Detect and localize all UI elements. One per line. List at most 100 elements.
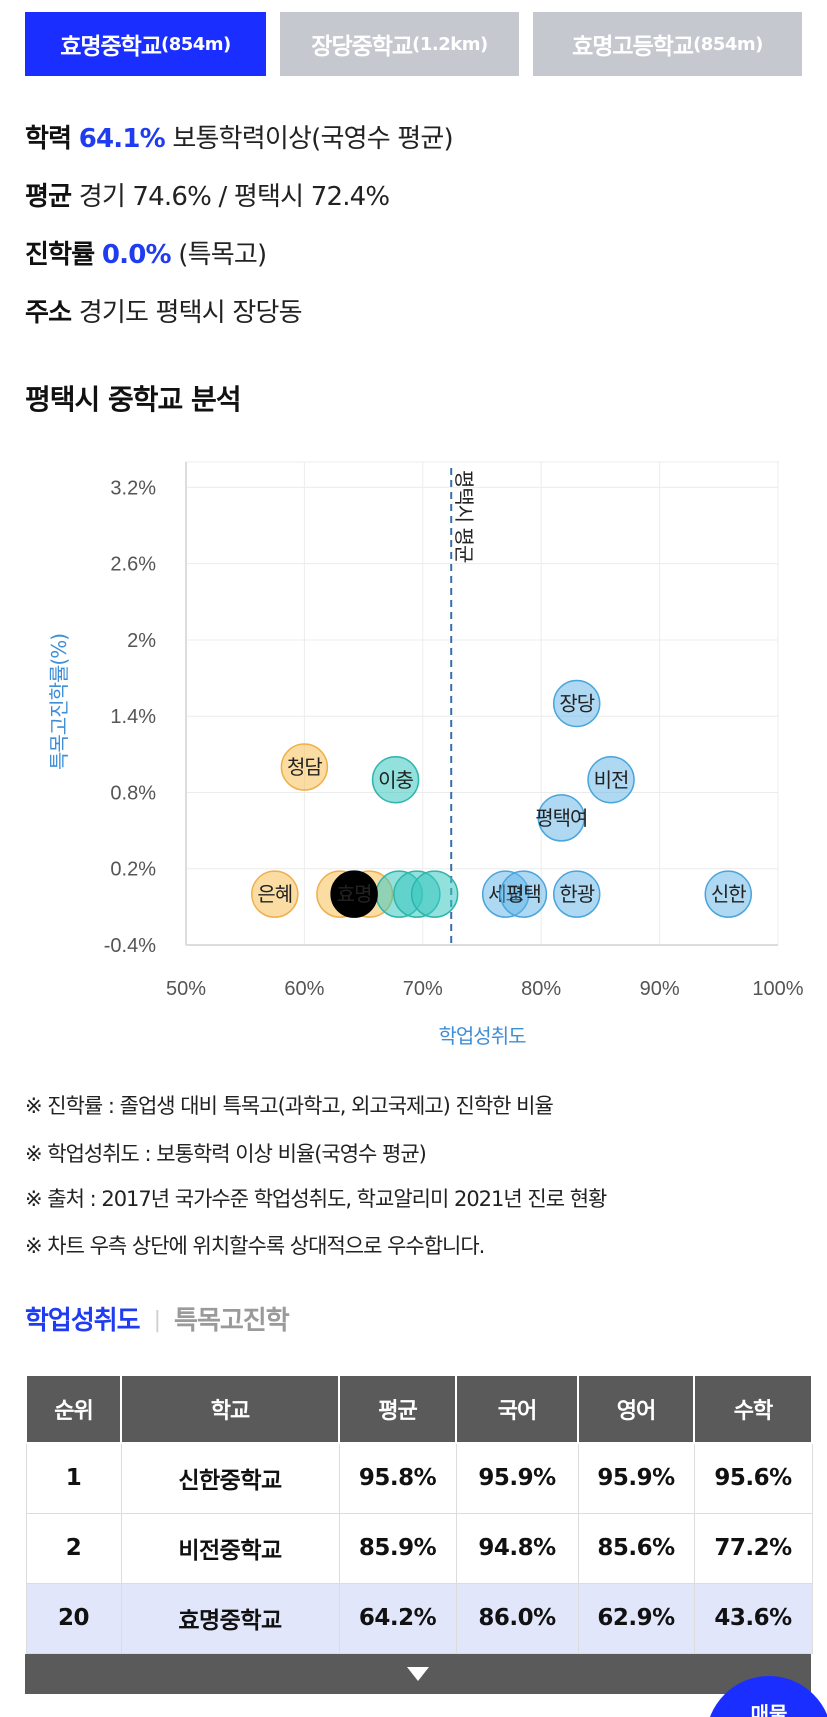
cell-korean: 94.8% bbox=[455, 1512, 579, 1584]
cell-english: 95.9% bbox=[577, 1442, 695, 1514]
chart-y-tick-label: 2% bbox=[127, 630, 156, 652]
cell-school: 효명중학교 bbox=[120, 1582, 340, 1654]
header-average: 평균 bbox=[338, 1374, 457, 1444]
info-address-value: 경기도 평택시 장당동 bbox=[78, 298, 303, 328]
expand-table-button[interactable] bbox=[25, 1654, 811, 1694]
chart-y-tick-label: 1.4% bbox=[110, 706, 156, 728]
note-chart-hint: ※ 차트 우측 상단에 위치할수록 상대적으로 우수합니다. bbox=[25, 1234, 485, 1258]
header-english: 영어 bbox=[577, 1374, 695, 1444]
cell-average: 95.8% bbox=[338, 1442, 457, 1514]
chart-y-tick-label: 2.6% bbox=[110, 554, 156, 576]
chart-point[interactable] bbox=[587, 756, 635, 804]
chart-point[interactable] bbox=[537, 794, 586, 842]
info-academic-suffix: 보통학력이상(국영수 평균) bbox=[172, 124, 453, 154]
info-average-label: 평균 bbox=[25, 182, 72, 212]
cell-average: 85.9% bbox=[338, 1512, 457, 1584]
chart-point[interactable] bbox=[280, 743, 329, 791]
cell-rank: 2 bbox=[25, 1512, 122, 1584]
info-address: 주소 경기도 평택시 장당동 bbox=[25, 292, 303, 329]
chart-x-tick-label: 90% bbox=[640, 978, 680, 1000]
chevron-down-icon bbox=[407, 1667, 429, 1681]
chart-point[interactable] bbox=[330, 870, 378, 918]
chart-x-tick-label: 50% bbox=[166, 978, 206, 1000]
tab-divider: | bbox=[153, 1308, 161, 1333]
chart-point[interactable] bbox=[371, 756, 420, 804]
cell-math: 43.6% bbox=[693, 1582, 813, 1654]
school-tabs: 효명중학교 (854m) 장당중학교 (1.2km) 효명고등학교 (854m) bbox=[25, 12, 802, 76]
note-source: ※ 출처 : 2017년 국가수준 학업성취도, 학교알리미 2021년 진로 … bbox=[25, 1187, 607, 1211]
chart-point-label: 이충 bbox=[378, 768, 413, 792]
school-tab-distance: (854m) bbox=[161, 33, 231, 55]
school-tab-distance: (1.2km) bbox=[412, 33, 488, 55]
info-academic-value: 64.1% bbox=[78, 124, 166, 154]
table-header-row: 순위 학교 평균 국어 영어 수학 bbox=[25, 1374, 813, 1444]
chart-x-tick-label: 100% bbox=[752, 978, 803, 1000]
section-title: 평택시 중학교 분석 bbox=[25, 383, 242, 416]
ranking-sub-tabs: 학업성취도 | 특목고진학 bbox=[25, 1300, 290, 1337]
info-average: 평균 경기 74.6% / 평택시 72.4% bbox=[25, 176, 390, 213]
chart-y-tick-label: 0.2% bbox=[110, 859, 156, 881]
cell-english: 62.9% bbox=[577, 1582, 695, 1654]
chart-reference-label: 평택시 평균 bbox=[452, 470, 476, 563]
chart-point-label: 장당 bbox=[559, 692, 594, 716]
table-row[interactable]: 2 비전중학교 85.9% 94.8% 85.6% 77.2% bbox=[25, 1512, 813, 1584]
chart-point[interactable] bbox=[499, 870, 548, 918]
cell-school: 신한중학교 bbox=[120, 1442, 340, 1514]
info-address-label: 주소 bbox=[25, 298, 72, 328]
tab-achievement[interactable]: 학업성취도 bbox=[25, 1306, 141, 1336]
school-tab-name: 장당중학교 bbox=[311, 34, 413, 60]
cell-korean: 86.0% bbox=[455, 1582, 579, 1654]
chart-x-tick-label: 70% bbox=[403, 978, 443, 1000]
school-tab-hyomyeong-middle[interactable]: 효명중학교 (854m) bbox=[25, 12, 266, 76]
info-advance-value: 0.0% bbox=[101, 240, 172, 270]
tab-special-school[interactable]: 특목고진학 bbox=[174, 1306, 290, 1336]
chart-x-tick-label: 80% bbox=[521, 978, 561, 1000]
chart-point-label: 신한 bbox=[711, 882, 746, 906]
chart-y-tick-label: 0.8% bbox=[110, 782, 156, 804]
header-math: 수학 bbox=[693, 1374, 813, 1444]
header-school: 학교 bbox=[120, 1374, 340, 1444]
chart-x-tick-label: 60% bbox=[284, 978, 324, 1000]
cell-korean: 95.9% bbox=[455, 1442, 579, 1514]
chart-point[interactable] bbox=[704, 870, 753, 918]
cell-math: 95.6% bbox=[693, 1442, 813, 1514]
chart-point-label: 효명 bbox=[337, 882, 372, 906]
school-tab-distance: (854m) bbox=[693, 33, 763, 55]
chart-point-label: 평택 bbox=[506, 882, 541, 906]
cell-english: 85.6% bbox=[577, 1512, 695, 1584]
chart-point[interactable] bbox=[552, 679, 601, 728]
info-advance: 진학률 0.0% (특목고) bbox=[25, 234, 267, 271]
table-row-current-school[interactable]: 20 효명중학교 64.2% 86.0% 62.9% 43.6% bbox=[25, 1582, 813, 1654]
info-average-value: 경기 74.6% / 평택시 72.4% bbox=[78, 182, 390, 212]
table-row[interactable]: 1 신한중학교 95.8% 95.9% 95.9% 95.6% bbox=[25, 1442, 813, 1514]
chart-point[interactable] bbox=[552, 870, 601, 918]
header-rank: 순위 bbox=[25, 1374, 122, 1444]
chart-y-tick-label: -0.4% bbox=[104, 935, 156, 957]
chart-y-tick-label: 3.2% bbox=[110, 477, 156, 499]
chart-point[interactable] bbox=[410, 870, 459, 918]
cell-math: 77.2% bbox=[693, 1512, 813, 1584]
chart-point-label: 비전 bbox=[594, 768, 629, 792]
info-advance-label: 진학률 bbox=[25, 240, 95, 270]
school-tab-jangdang-middle[interactable]: 장당중학교 (1.2km) bbox=[280, 12, 519, 76]
scatter-chart: 평택시 평균 은혜청담송이충세교평택한광장당비전평택여신한효명 50%60%70… bbox=[47, 461, 804, 1048]
cell-school: 비전중학교 bbox=[120, 1512, 340, 1584]
info-advance-suffix: (특목고) bbox=[178, 240, 267, 270]
note-achievement: ※ 학업성취도 : 보통학력 이상 비율(국영수 평균) bbox=[25, 1142, 427, 1166]
chart-x-axis-title: 학업성취도 bbox=[439, 1024, 527, 1048]
chart-y-axis-title: 특목고진학률(%) bbox=[47, 634, 71, 770]
info-academic: 학력 64.1% 보통학력이상(국영수 평균) bbox=[25, 118, 454, 155]
school-tab-hyomyeong-high[interactable]: 효명고등학교 (854m) bbox=[533, 12, 802, 76]
note-advance-rate: ※ 진학률 : 졸업생 대비 특목고(과학고, 외고국제고) 진학한 비율 bbox=[25, 1094, 554, 1118]
cell-rank: 1 bbox=[25, 1442, 122, 1514]
chart-point-label: 한광 bbox=[559, 882, 594, 906]
chart-point-label: 평택여 bbox=[535, 806, 587, 830]
chart-point-label: 은혜 bbox=[257, 882, 292, 906]
school-tab-name: 효명고등학교 bbox=[572, 34, 694, 60]
school-tab-name: 효명중학교 bbox=[60, 34, 162, 60]
header-korean: 국어 bbox=[455, 1374, 579, 1444]
cell-average: 64.2% bbox=[338, 1582, 457, 1654]
chart-point[interactable] bbox=[251, 870, 299, 918]
cell-rank: 20 bbox=[25, 1582, 122, 1654]
chart-point-label: 청담 bbox=[287, 755, 322, 779]
